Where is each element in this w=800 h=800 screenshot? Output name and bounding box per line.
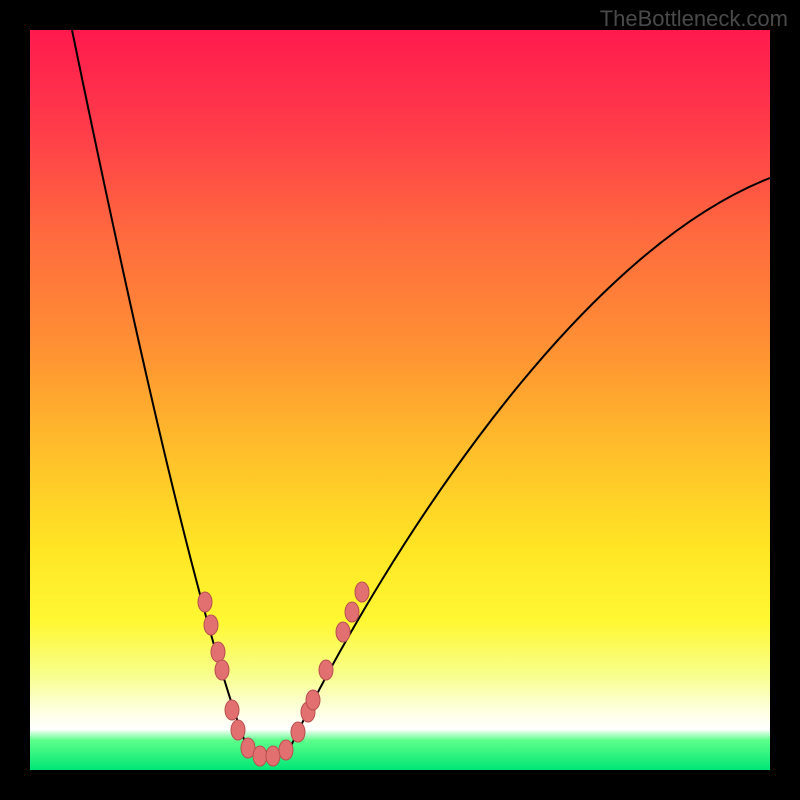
data-point [306, 690, 320, 710]
data-point [355, 582, 369, 602]
data-point [336, 622, 350, 642]
data-point [319, 660, 333, 680]
data-point [215, 660, 229, 680]
data-point [225, 700, 239, 720]
data-point [204, 615, 218, 635]
data-point [198, 592, 212, 612]
data-point [231, 720, 245, 740]
watermark-text: TheBottleneck.com [600, 6, 788, 32]
data-point [279, 740, 293, 760]
gradient-background [30, 30, 770, 770]
data-point [345, 602, 359, 622]
data-point [211, 642, 225, 662]
data-point [291, 722, 305, 742]
data-point [266, 746, 280, 766]
chart-container: TheBottleneck.com [0, 0, 800, 800]
bottleneck-chart [0, 0, 800, 800]
data-point [253, 746, 267, 766]
